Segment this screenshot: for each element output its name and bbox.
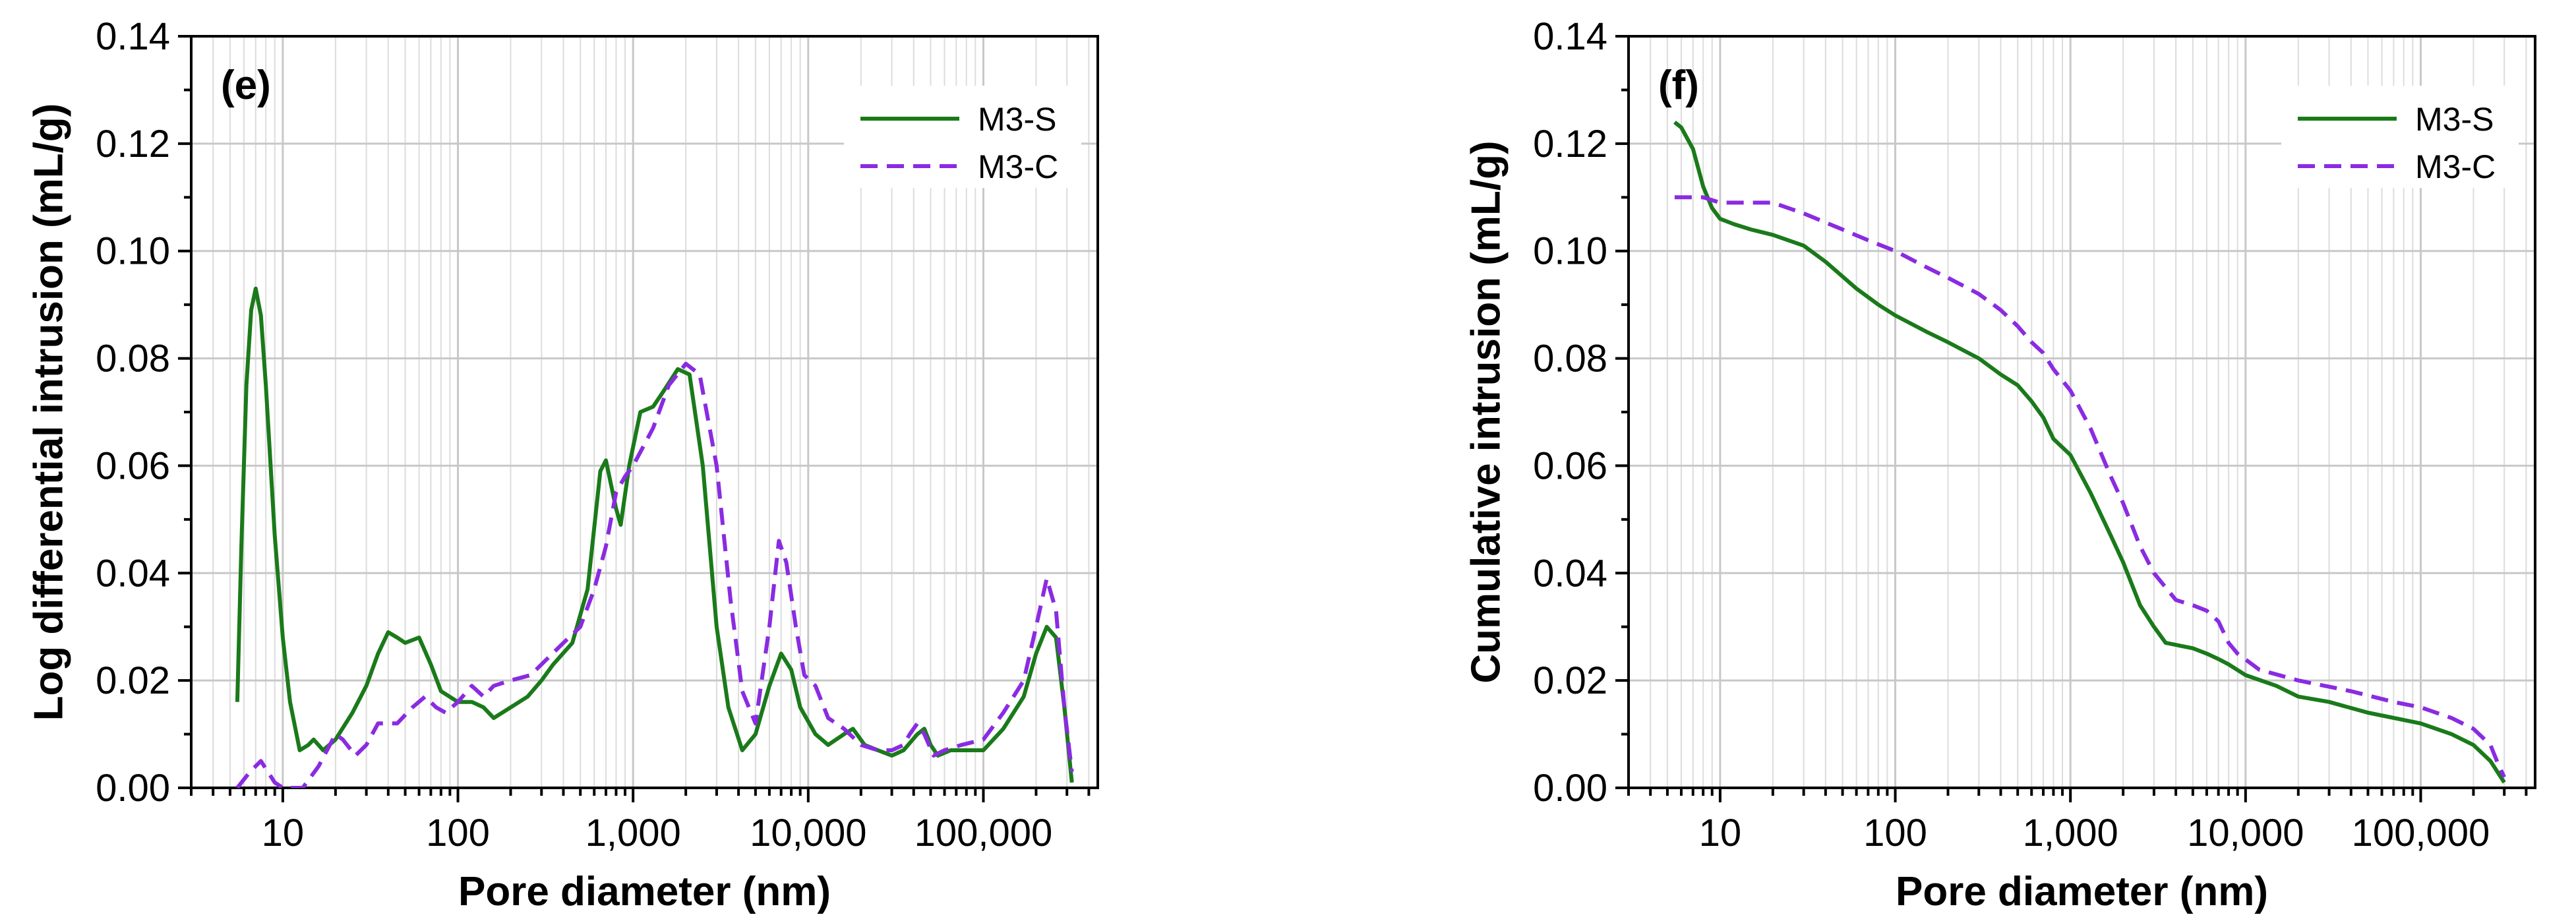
x-axis: 10 100 1,000 10,000 100,000 — [190, 788, 1091, 854]
x-axis: 10 100 1,000 10,000 100,000 — [1627, 788, 2528, 854]
series-line-m3-c — [235, 361, 1074, 788]
y-axis-title: Cumulative intrusion (mL/g) — [1464, 140, 1509, 683]
x-axis-title: Pore diameter (nm) — [1896, 869, 2268, 914]
legend-label: M3-C — [978, 148, 1058, 185]
y-tick-label: 0.12 — [1533, 123, 1607, 165]
legend-box — [2281, 86, 2519, 188]
legend: M3-S M3-C — [844, 86, 1081, 188]
legend-label: M3-S — [978, 101, 1056, 138]
y-tick-label: 0.02 — [96, 659, 170, 702]
x-tick-label: 10,000 — [750, 812, 866, 854]
series-line-m3-s — [235, 286, 1074, 783]
y-tick-label: 0.10 — [96, 230, 170, 273]
x-tick-label: 100,000 — [914, 812, 1053, 854]
y-tick-label: 0.06 — [96, 444, 170, 487]
x-tick-label: 1,000 — [2023, 812, 2118, 854]
panel-label: (f) — [1658, 63, 1699, 108]
series-line-m3-s — [1673, 120, 2506, 784]
y-tick-label: 0.12 — [96, 123, 170, 165]
y-tick-label: 0.08 — [96, 338, 170, 380]
y-tick-label: 0.08 — [1533, 338, 1607, 380]
y-tick-label: 0.06 — [1533, 444, 1607, 487]
y-tick-label: 0.02 — [1533, 659, 1607, 702]
y-tick-label: 0.14 — [1533, 15, 1607, 58]
x-tick-label: 10 — [1699, 812, 1742, 854]
y-tick-label: 0.10 — [1533, 230, 1607, 273]
x-axis-title: Pore diameter (nm) — [458, 869, 831, 914]
y-axis: 0.00 0.02 0.04 0.06 0.08 0.10 0.12 0.14 — [96, 15, 191, 810]
legend-label: M3-S — [2415, 101, 2494, 138]
x-tick-label: 100,000 — [2352, 812, 2490, 854]
series-group — [1673, 120, 2506, 784]
legend-box — [844, 86, 1081, 188]
chart-panel-f: 10 100 1,000 10,000 100,0000.000.020.040.060… — [1464, 15, 2536, 914]
y-axis-title: Log differential intrusion (mL/g) — [26, 104, 72, 721]
y-tick-label: 0.04 — [1533, 552, 1607, 595]
x-tick-label: 1,000 — [585, 812, 681, 854]
y-tick-label: 0.00 — [96, 767, 170, 810]
y-tick-label: 0.14 — [96, 15, 170, 58]
chart-panel-e: 10 100 1,000 10,000 100,0000.000.020.040.060… — [26, 15, 1099, 914]
panel-label: (e) — [221, 63, 271, 108]
legend: M3-S M3-C — [2281, 86, 2519, 188]
x-tick-label: 10,000 — [2187, 812, 2304, 854]
y-tick-label: 0.00 — [1533, 767, 1607, 810]
x-tick-label: 100 — [1863, 812, 1927, 854]
legend-label: M3-C — [2415, 148, 2496, 185]
y-tick-label: 0.04 — [96, 552, 170, 595]
series-line-m3-c — [1674, 195, 2506, 779]
series-group — [235, 286, 1074, 788]
x-tick-label: 100 — [426, 812, 490, 854]
x-tick-label: 10 — [262, 812, 305, 854]
y-axis: 0.00 0.02 0.04 0.06 0.08 0.10 0.12 0.14 — [1533, 15, 1629, 810]
